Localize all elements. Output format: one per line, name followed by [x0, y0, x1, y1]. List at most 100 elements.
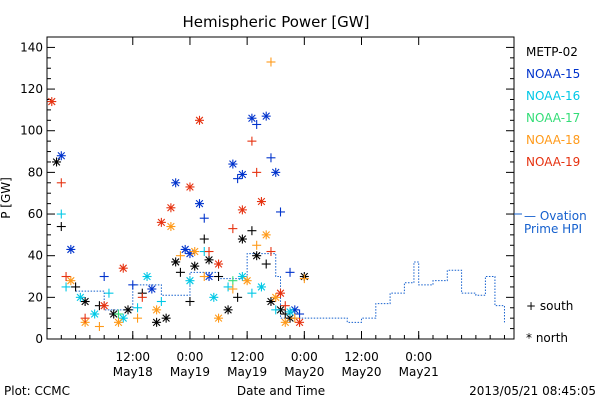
- mark-d2: [276, 289, 285, 297]
- south-point: [214, 272, 224, 282]
- legend-item: METP-02: [526, 45, 578, 59]
- mark-d2: [124, 306, 132, 314]
- south-point: [228, 276, 238, 286]
- footer-timestamp: 2013/05/21 08:45:05: [469, 384, 596, 398]
- north-point: [75, 292, 85, 302]
- legend-item: NOAA-18: [526, 133, 580, 147]
- y-tick-label: 80: [28, 165, 43, 179]
- south-point: [113, 309, 123, 319]
- north-point: [123, 305, 133, 315]
- south-point: [247, 288, 257, 298]
- north-point: [247, 113, 257, 123]
- mark-d2: [119, 264, 128, 272]
- north-point: [256, 282, 266, 292]
- mark-d2: [90, 310, 99, 318]
- x-tick-label-time: 12:00: [230, 350, 265, 364]
- south-point: [99, 272, 109, 282]
- mark-d2: [181, 245, 189, 254]
- south-point: [199, 213, 209, 223]
- legend-item: NOAA-16: [526, 89, 580, 103]
- north-point: [190, 261, 200, 271]
- north-point: [152, 317, 162, 327]
- mark-d2: [214, 260, 223, 268]
- north-point: [156, 217, 166, 227]
- north-point: [47, 97, 57, 107]
- mark-d2: [243, 276, 251, 285]
- ovation-series: [75, 213, 522, 323]
- south-point: [94, 322, 104, 332]
- north-point: [204, 255, 214, 265]
- mark-d2: [205, 272, 213, 281]
- ovation-label-line2: Prime HPI: [524, 222, 582, 236]
- south-point: [266, 247, 276, 257]
- mark-d2: [248, 114, 256, 122]
- mark-d2: [295, 318, 304, 327]
- south-point: [56, 222, 66, 232]
- mark-d2: [157, 218, 166, 227]
- south-point: [56, 178, 66, 188]
- north-point: [252, 251, 262, 261]
- south-point: [247, 136, 257, 146]
- north-point: [237, 169, 247, 179]
- north-point: [261, 111, 271, 121]
- mark-d2: [114, 318, 123, 327]
- south-point: [299, 274, 309, 284]
- north-point: [66, 276, 76, 286]
- south-point: [104, 288, 114, 298]
- y-axis-label: P [GW]: [0, 177, 13, 219]
- mark-d2: [81, 297, 89, 306]
- x-axis-label: Date and Time: [237, 384, 325, 398]
- south-point: [261, 259, 271, 269]
- x-tick-label-date: May19: [170, 365, 210, 379]
- y-axis-ticks: 0 20 40 60 80 100 120 140: [20, 40, 514, 346]
- south-point: [137, 292, 147, 302]
- south-point: [175, 267, 185, 277]
- legend-north: * north: [526, 331, 568, 345]
- x-tick-label-date: May18: [113, 365, 153, 379]
- south-point: [61, 272, 71, 282]
- north-point: [223, 305, 233, 315]
- north-point: [271, 167, 281, 177]
- mark-d2: [195, 116, 204, 125]
- mark-d2: [190, 247, 199, 256]
- north-point: [276, 288, 285, 298]
- south-point: [199, 272, 209, 282]
- mark-d2: [167, 204, 175, 212]
- mark-d2: [186, 276, 194, 285]
- mark-d2: [48, 97, 56, 106]
- south-point: [175, 251, 185, 261]
- mark-d2: [100, 301, 108, 310]
- legend-item: NOAA-15: [526, 67, 580, 81]
- north-point: [56, 151, 66, 161]
- south-point: [128, 280, 138, 290]
- north-point: [99, 301, 109, 311]
- mark-d2: [67, 245, 75, 254]
- south-point: [295, 309, 305, 319]
- mark-d2: [152, 318, 161, 327]
- mark-d2: [109, 310, 118, 318]
- mark-d2: [262, 231, 270, 239]
- north-point: [237, 272, 247, 282]
- mark-d2: [76, 293, 85, 302]
- south-point: [271, 305, 281, 315]
- mark-d2: [238, 170, 247, 179]
- mark-d2: [214, 314, 223, 322]
- mark-d2: [148, 285, 156, 293]
- north-point: [166, 222, 176, 232]
- x-tick-label-date: May20: [341, 365, 381, 379]
- south-point: [276, 207, 285, 217]
- north-point: [52, 157, 62, 167]
- north-point: [285, 307, 295, 317]
- plot-frame: [46, 36, 515, 340]
- north-point: [185, 276, 195, 286]
- mark-d2: [257, 283, 266, 291]
- north-point: [166, 203, 176, 213]
- mark-d2: [238, 272, 247, 281]
- south-point: [185, 297, 195, 307]
- south-point: [228, 284, 238, 294]
- y-tick-label: 120: [20, 82, 43, 96]
- north-point: [118, 263, 128, 273]
- south-point: [285, 267, 295, 277]
- mark-d2: [252, 251, 261, 260]
